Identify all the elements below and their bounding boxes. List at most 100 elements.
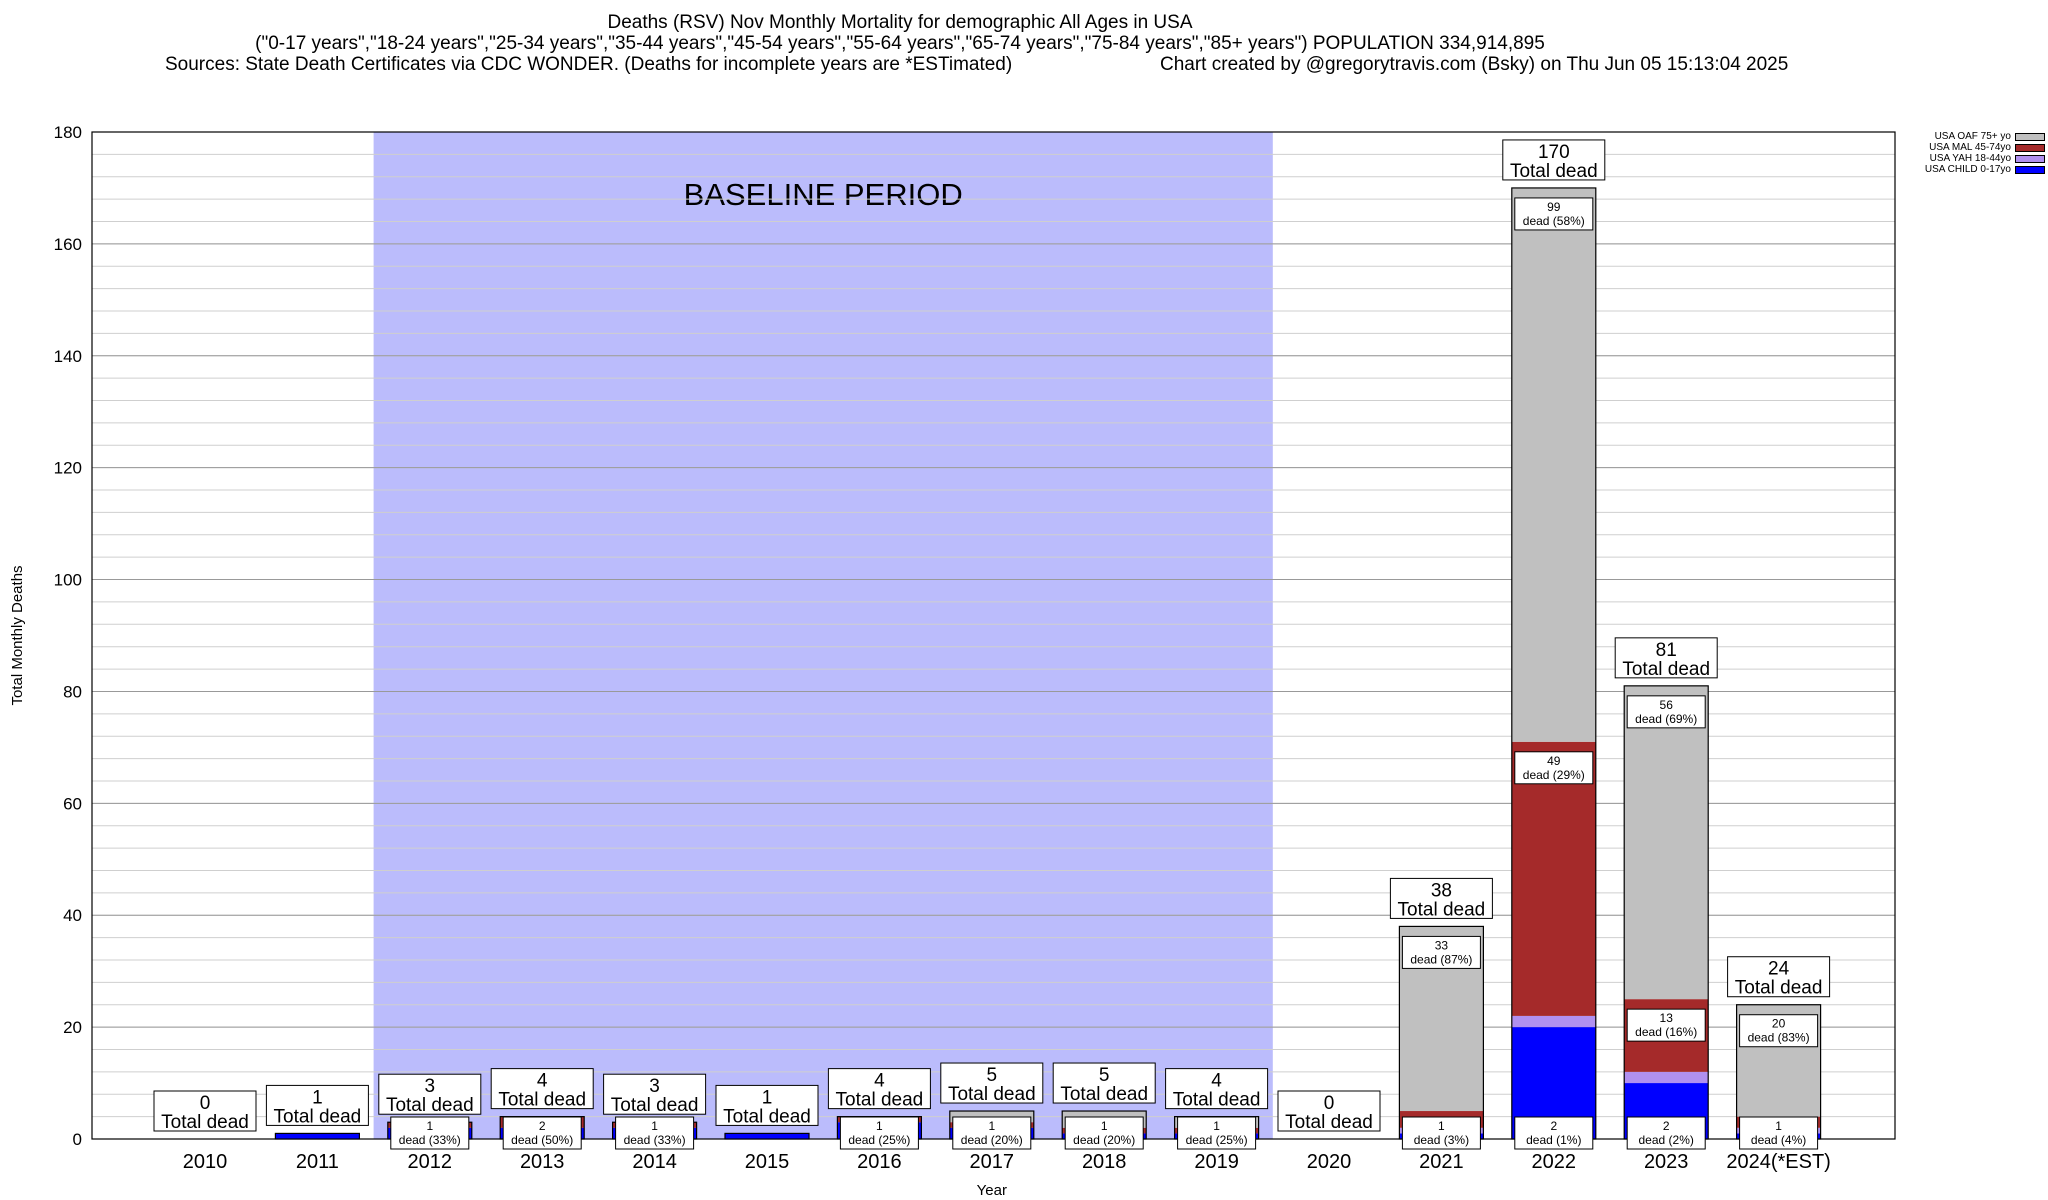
segment-label-pct: dead (29%) xyxy=(1523,768,1585,782)
total-label-box xyxy=(265,1084,369,1126)
total-label-text: Total dead xyxy=(274,1106,362,1127)
segment-label-pct: dead (50%) xyxy=(511,1133,573,1147)
total-label-text: Total dead xyxy=(1510,161,1598,182)
segment-label-pct: dead (3%) xyxy=(1414,1133,1469,1147)
baseline-period-label: BASELINE PERIOD xyxy=(684,177,963,212)
segment-label-pct: dead (1%) xyxy=(1526,1133,1581,1147)
total-label-text: Total dead xyxy=(1735,978,1823,999)
total-label-box xyxy=(1052,1062,1156,1104)
total-label-box xyxy=(940,1062,1044,1104)
total-label-box xyxy=(1502,139,1606,181)
segment-label-value: 13 xyxy=(1660,1011,1674,1025)
x-tick-label: 2016 xyxy=(857,1151,902,1173)
segment-label-pct: dead (69%) xyxy=(1635,712,1697,726)
total-label-text: Total dead xyxy=(1173,1090,1261,1111)
segment-label-box xyxy=(1739,1116,1819,1150)
x-tick-label: 2012 xyxy=(408,1151,453,1173)
total-label-value: 4 xyxy=(874,1071,885,1092)
total-label-box xyxy=(1277,1090,1381,1132)
chart-subtitle: ("0-17 years","18-24 years","25-34 years… xyxy=(255,33,1545,54)
segment-label-value: 2 xyxy=(1550,1119,1557,1133)
y-tick-label: 160 xyxy=(54,235,82,254)
segment-label-pct: dead (4%) xyxy=(1751,1133,1806,1147)
segment-label-pct: dead (83%) xyxy=(1748,1031,1810,1045)
bar-outline xyxy=(724,1132,810,1140)
total-label-box xyxy=(827,1068,931,1110)
x-tick-label: 2015 xyxy=(745,1151,790,1173)
total-label-box xyxy=(490,1068,594,1110)
legend-swatch xyxy=(2015,143,2045,152)
total-label-value: 170 xyxy=(1538,142,1570,163)
total-label-value: 81 xyxy=(1656,640,1677,661)
total-label-value: 1 xyxy=(312,1087,323,1108)
legend-label: USA CHILD 0-17yo xyxy=(1924,164,2011,175)
y-tick-label: 120 xyxy=(54,459,82,478)
y-tick-label: 40 xyxy=(63,906,82,925)
segment-label-box xyxy=(1514,751,1594,785)
segment-label-pct: dead (16%) xyxy=(1635,1025,1697,1039)
segment-label-value: 1 xyxy=(1775,1119,1782,1133)
segment-label-pct: dead (33%) xyxy=(624,1133,686,1147)
segment-label-box xyxy=(615,1116,695,1150)
y-tick-label: 60 xyxy=(63,794,82,813)
segment-label-box xyxy=(1401,935,1481,969)
total-label-box xyxy=(603,1073,707,1115)
segment-label-pct: dead (20%) xyxy=(961,1133,1023,1147)
total-label-text: Total dead xyxy=(1398,899,1486,920)
bar-segment-yah xyxy=(1624,1071,1709,1084)
total-label-box xyxy=(1165,1068,1269,1110)
bar-segment-yah xyxy=(1511,1015,1596,1028)
total-label-box xyxy=(1389,877,1493,919)
x-tick-label: 2018 xyxy=(1082,1151,1127,1173)
legend-swatch xyxy=(2015,165,2045,174)
x-axis-label: Year xyxy=(977,1182,1007,1199)
total-label-text: Total dead xyxy=(723,1106,811,1127)
segment-label-value: 1 xyxy=(988,1119,995,1133)
total-label-value: 3 xyxy=(649,1076,660,1097)
y-tick-label: 20 xyxy=(63,1018,82,1037)
segment-label-value: 1 xyxy=(426,1119,433,1133)
y-axis-label: Total Monthly Deaths xyxy=(9,565,26,705)
total-label-text: Total dead xyxy=(1285,1112,1373,1133)
total-label-text: Total dead xyxy=(1622,659,1710,680)
y-tick-label: 140 xyxy=(54,347,82,366)
segment-label-box xyxy=(1626,695,1706,729)
segment-label-pct: dead (87%) xyxy=(1410,952,1472,966)
segment-label-value: 1 xyxy=(876,1119,883,1133)
chart-credit: Chart created by @gregorytravis.com (Bsk… xyxy=(1160,54,1789,75)
segment-label-value: 1 xyxy=(1213,1119,1220,1133)
segment-label-box xyxy=(1514,197,1594,231)
chart-source-line: Sources: State Death Certificates via CD… xyxy=(0,54,1800,75)
x-tick-label: 2014 xyxy=(632,1151,677,1173)
segment-label-value: 49 xyxy=(1547,754,1561,768)
x-tick-label: 2010 xyxy=(183,1151,228,1173)
total-label-value: 0 xyxy=(1324,1093,1335,1114)
bar-segment-oaf xyxy=(1511,187,1596,742)
segment-label-pct: dead (20%) xyxy=(1073,1133,1135,1147)
x-tick-label: 2024(*EST) xyxy=(1726,1151,1831,1173)
legend-label: USA YAH 18-44yo xyxy=(1929,153,2011,164)
total-label-text: Total dead xyxy=(386,1095,474,1116)
segment-label-box xyxy=(952,1116,1032,1150)
segment-label-pct: dead (25%) xyxy=(1186,1133,1248,1147)
segment-label-box xyxy=(1626,1116,1706,1150)
total-label-value: 4 xyxy=(1211,1071,1222,1092)
legend-item: USA CHILD 0-17yo xyxy=(1895,164,2045,175)
total-label-box xyxy=(1727,956,1831,998)
total-label-value: 1 xyxy=(762,1087,773,1108)
legend-swatch xyxy=(2015,154,2045,163)
legend-item: USA OAF 75+ yo xyxy=(1895,131,2045,142)
total-label-text: Total dead xyxy=(1060,1084,1148,1105)
total-label-value: 38 xyxy=(1431,880,1452,901)
segment-label-value: 1 xyxy=(1101,1119,1108,1133)
total-label-text: Total dead xyxy=(498,1090,586,1111)
total-label-value: 5 xyxy=(987,1065,998,1086)
x-tick-label: 2020 xyxy=(1307,1151,1352,1173)
total-label-value: 24 xyxy=(1768,959,1790,980)
x-tick-label: 2019 xyxy=(1194,1151,1239,1173)
chart-title: Deaths (RSV) Nov Monthly Mortality for d… xyxy=(607,12,1193,33)
total-label-value: 4 xyxy=(537,1071,548,1092)
segment-label-box xyxy=(1177,1116,1257,1150)
x-tick-label: 2011 xyxy=(296,1151,339,1173)
